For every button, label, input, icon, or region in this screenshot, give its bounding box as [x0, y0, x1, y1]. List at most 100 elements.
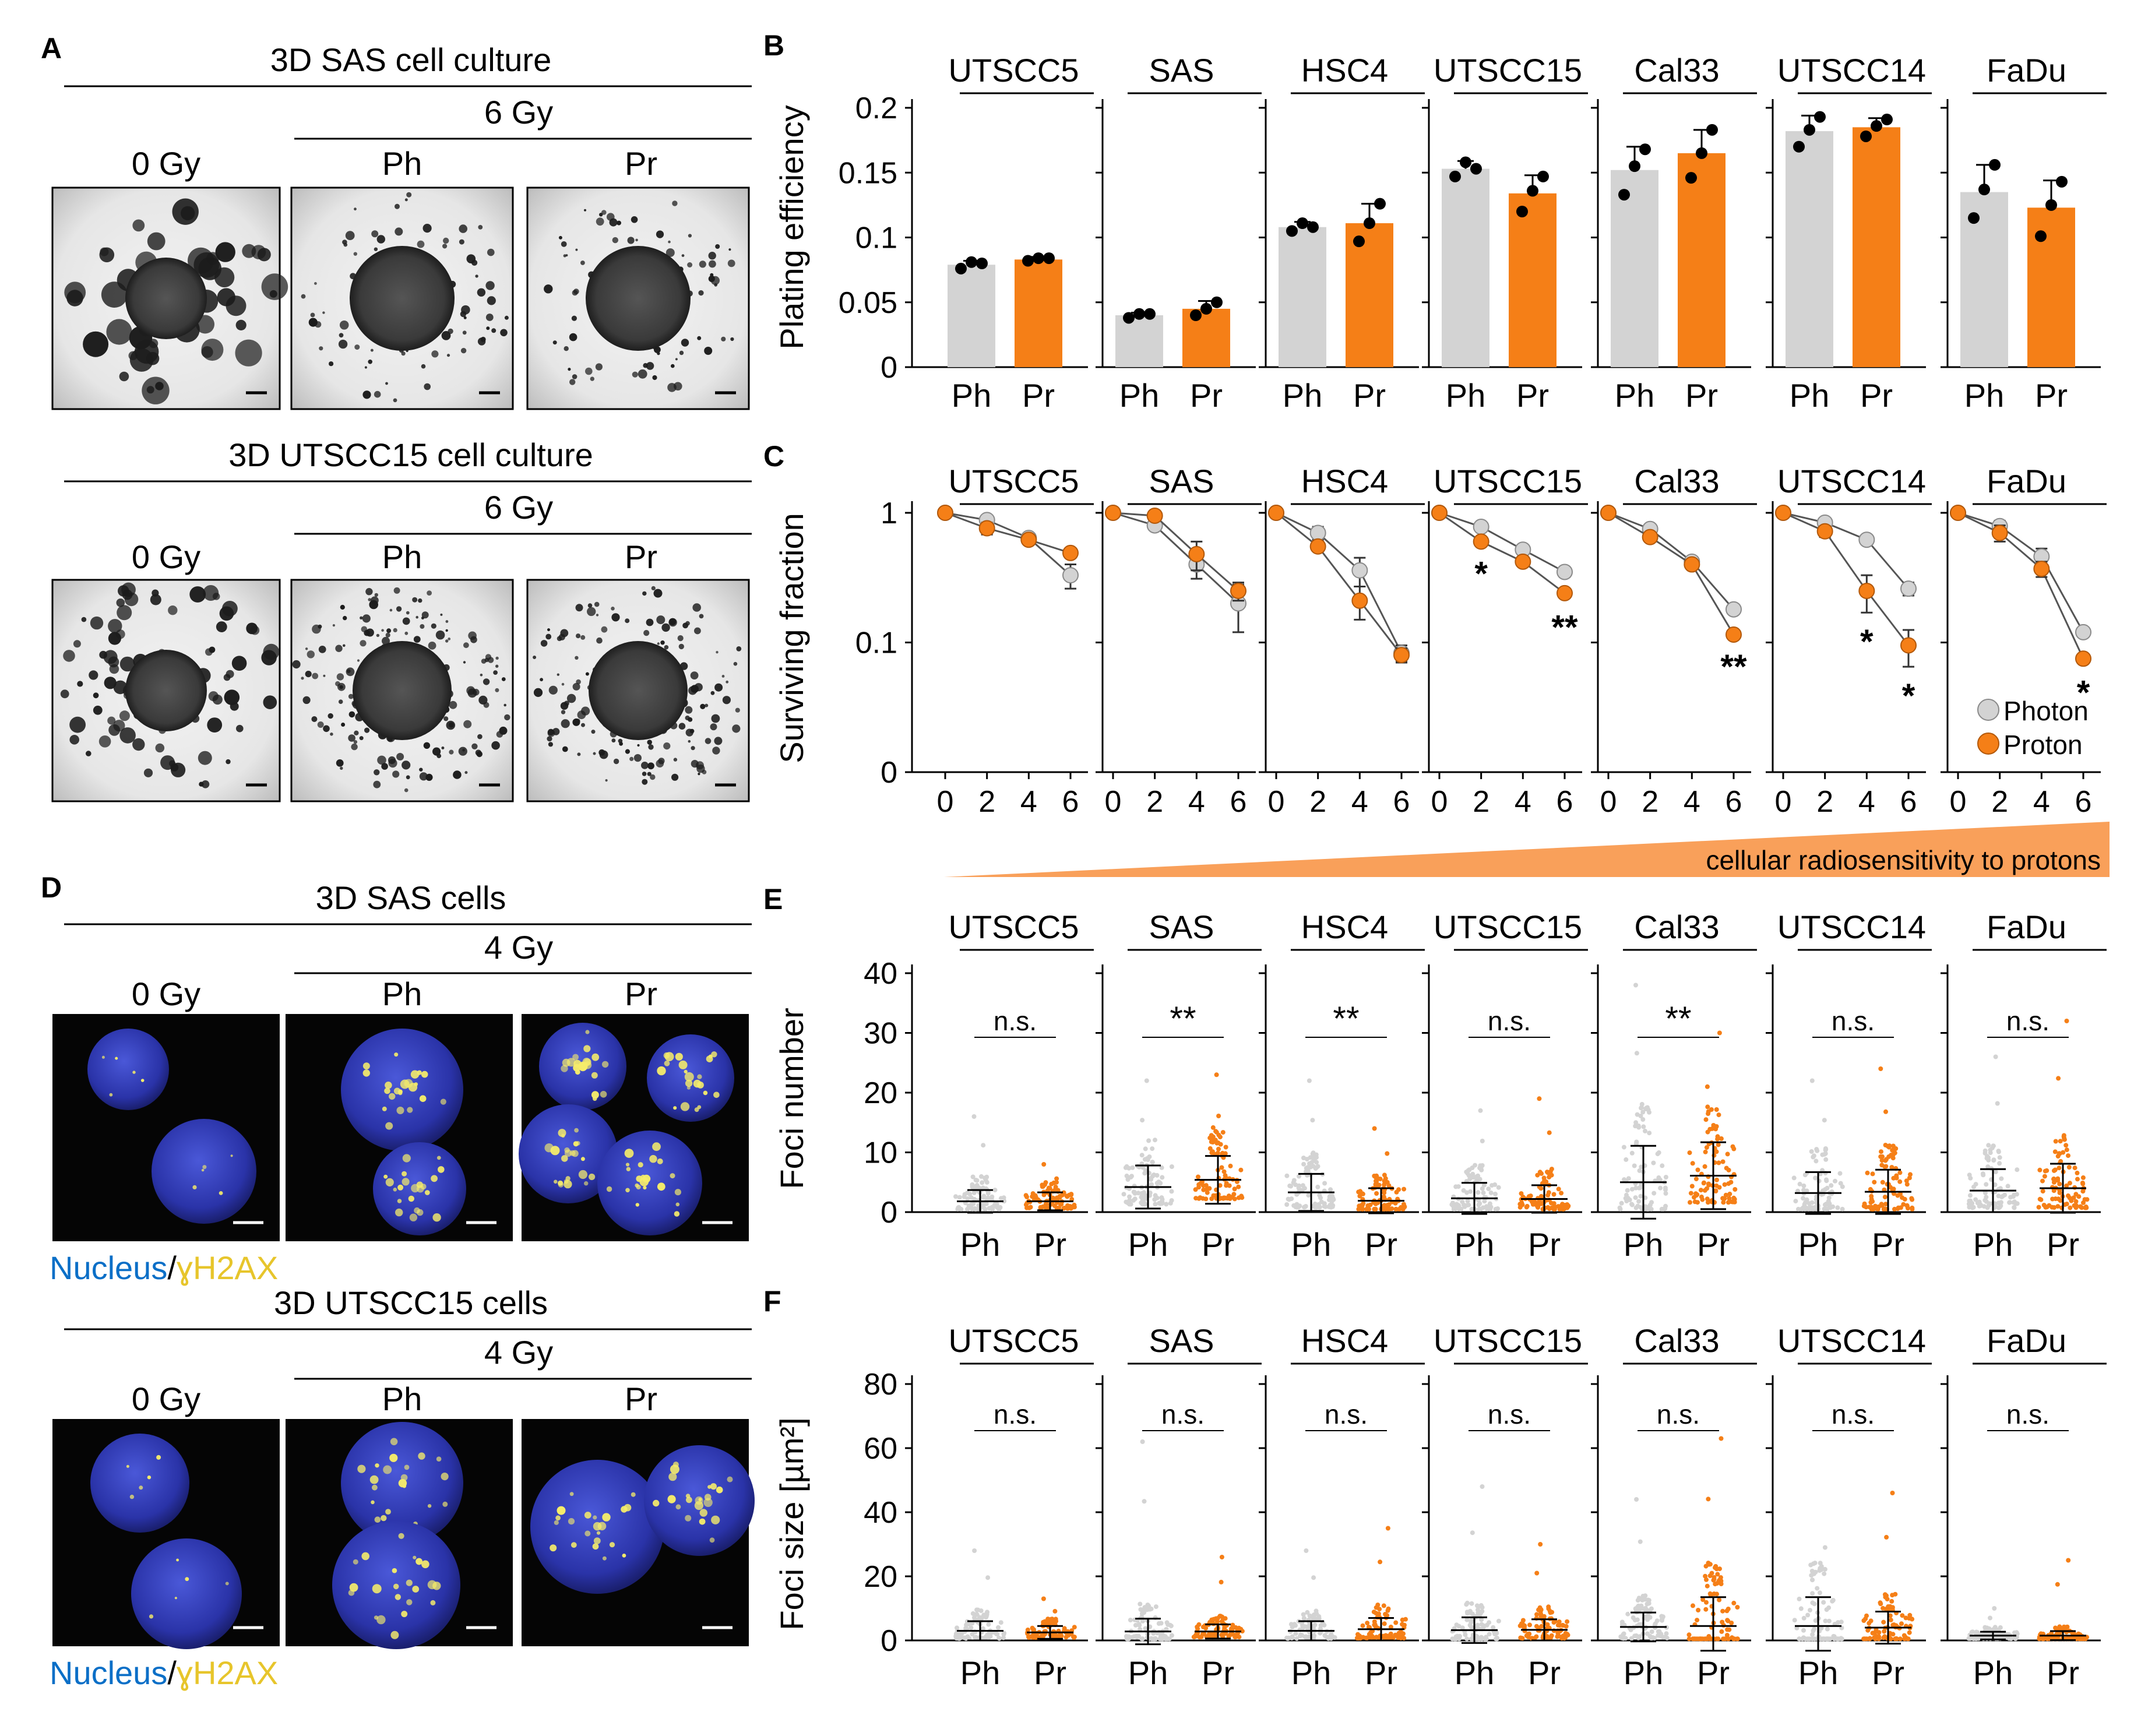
x-tick-label: 0	[1268, 785, 1285, 819]
focus-point-pr	[2044, 1168, 2050, 1173]
h2ax-focus	[389, 1093, 396, 1100]
focus-point-ph	[1313, 1608, 1319, 1614]
radiosensitivity-gradient-wedge	[944, 822, 2110, 877]
focus-point-ph	[1828, 1205, 1833, 1210]
colony	[374, 247, 378, 251]
colony	[690, 671, 699, 679]
colony	[385, 632, 390, 638]
h2ax-focus	[372, 1584, 382, 1594]
focus-point-pr	[2066, 1558, 2071, 1563]
colony	[436, 753, 442, 758]
colony	[207, 717, 223, 733]
colony	[453, 770, 462, 779]
focus-point-ph	[984, 1634, 989, 1639]
focus-point-ph	[1311, 1614, 1316, 1619]
focus-point-ph	[1125, 1177, 1131, 1182]
focus-point-ph	[966, 1203, 971, 1208]
colony	[611, 607, 615, 611]
focus-point-ph	[1465, 1600, 1470, 1605]
focus-point-pr	[1033, 1193, 1038, 1198]
focus-point-pr	[1373, 1175, 1378, 1180]
colony	[462, 330, 467, 335]
focus-point-ph	[970, 1206, 975, 1212]
colony	[116, 598, 125, 607]
colony	[496, 731, 503, 738]
x-label-ph: Ph	[1790, 377, 1830, 414]
focus-point-ph	[1147, 1607, 1153, 1612]
colony	[448, 722, 455, 728]
column-title-utscc15: UTSCC15	[1434, 909, 1582, 945]
y-tick-label: 1	[881, 496, 897, 530]
survival-point-proton	[1230, 582, 1246, 599]
focus-point-pr	[1714, 1177, 1719, 1182]
stain-h2ax-label: ɣH2AX	[177, 1249, 278, 1286]
h2ax-focus	[572, 1054, 579, 1061]
focus-point-ph	[1287, 1183, 1293, 1188]
colony	[590, 376, 594, 381]
h2ax-focus	[685, 1515, 692, 1522]
focus-point-ph	[1488, 1205, 1494, 1210]
colony	[681, 339, 689, 347]
focus-point-pr	[1219, 1165, 1224, 1170]
h2ax-focus	[129, 1494, 135, 1499]
focus-point-ph	[953, 1631, 959, 1636]
column-title-utscc5: UTSCC5	[948, 909, 1079, 945]
colony	[354, 730, 359, 736]
h2ax-focus	[600, 1091, 607, 1098]
colony	[347, 669, 351, 673]
column-title-utscc15: UTSCC15	[1434, 52, 1582, 89]
x-tick-label: 4	[1858, 785, 1875, 819]
replicate-point	[1353, 235, 1365, 248]
colony	[629, 756, 634, 761]
column-title-utscc14: UTSCC14	[1777, 1322, 1926, 1359]
significance-label: n.s.	[1832, 1006, 1875, 1036]
focus-point-ph	[1327, 1193, 1333, 1199]
colony	[357, 659, 360, 662]
h2ax-focus	[421, 1071, 428, 1078]
focus-point-ph	[1793, 1199, 1798, 1204]
colony	[147, 232, 165, 251]
colony	[73, 640, 81, 648]
focus-point-pr	[1378, 1559, 1383, 1565]
focus-point-ph	[1143, 1626, 1148, 1631]
focus-point-pr	[1907, 1630, 1912, 1635]
focus-point-pr	[1562, 1206, 1567, 1211]
h2ax-focus	[684, 1069, 688, 1074]
focus-point-pr	[1719, 1629, 1724, 1634]
focus-point-pr	[1217, 1614, 1223, 1619]
focus-point-pr	[1556, 1186, 1561, 1192]
focus-point-pr	[1055, 1633, 1061, 1639]
focus-point-ph	[1322, 1181, 1327, 1186]
focus-point-pr	[2056, 1076, 2061, 1081]
focus-point-ph	[1643, 1128, 1647, 1133]
x-label-pr: Pr	[2047, 1654, 2079, 1691]
focus-point-pr	[1720, 1608, 1725, 1614]
colony	[710, 723, 717, 731]
focus-point-pr	[1030, 1635, 1036, 1640]
h2ax-focus	[568, 1518, 575, 1525]
focus-point-ph	[1317, 1205, 1322, 1210]
colony	[311, 716, 318, 722]
colony	[545, 633, 552, 640]
focus-point-ph	[986, 1622, 991, 1627]
h2ax-focus	[684, 1072, 694, 1082]
focus-point-pr	[1217, 1135, 1223, 1140]
colony	[305, 647, 308, 650]
focus-point-pr	[1072, 1205, 1077, 1210]
x-label-pr: Pr	[1528, 1654, 1561, 1691]
colony	[395, 227, 403, 236]
focus-point-pr	[1527, 1622, 1532, 1628]
focus-point-pr	[1888, 1613, 1893, 1618]
colony	[323, 674, 326, 677]
focus-point-ph	[1815, 1148, 1820, 1153]
focus-point-pr	[1398, 1635, 1403, 1640]
survival-point-proton	[1900, 637, 1917, 654]
colony	[708, 252, 716, 260]
colony	[552, 340, 557, 345]
colony	[568, 368, 571, 371]
h2ax-focus	[430, 1600, 436, 1605]
x-label-pr: Pr	[2047, 1226, 2079, 1263]
focus-point-ph	[1633, 1120, 1639, 1125]
focus-point-ph	[1813, 1158, 1819, 1164]
h2ax-focus	[385, 1509, 391, 1515]
